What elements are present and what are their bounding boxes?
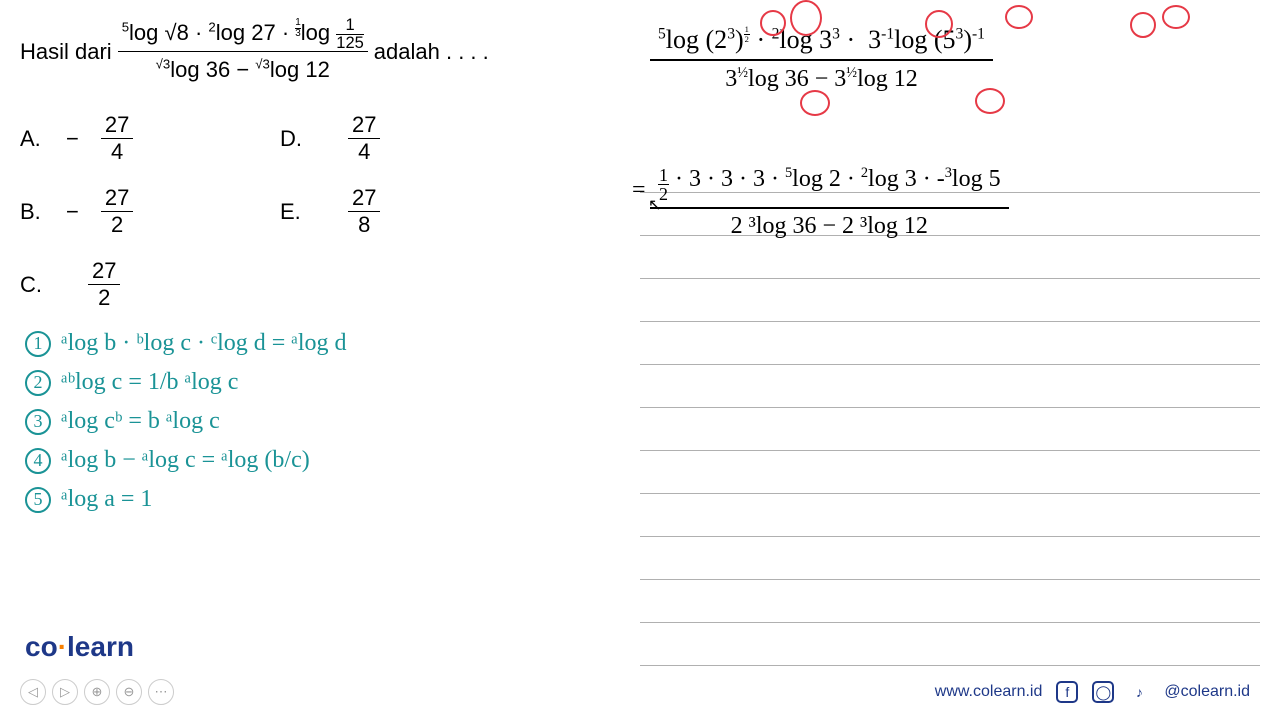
- highlight-circle: [1005, 5, 1033, 29]
- option-label: D.: [280, 126, 310, 152]
- next-button[interactable]: ▷: [52, 679, 78, 705]
- work-area: 5log (23)12 · 2log 33 · 3-1log (53)-1 3½…: [640, 10, 1260, 690]
- prev-button[interactable]: ◁: [20, 679, 46, 705]
- question-prefix: Hasil dari: [20, 34, 112, 69]
- nav-controls: ◁ ▷ ⊕ ⊖ ⋯: [20, 679, 174, 705]
- footer-handle[interactable]: @colearn.id: [1164, 683, 1250, 701]
- highlight-circle: [760, 10, 786, 36]
- footer-url[interactable]: www.colearn.id: [935, 683, 1043, 701]
- facebook-icon[interactable]: f: [1056, 681, 1078, 703]
- highlight-circle: [1162, 5, 1190, 29]
- rule-3: 3ᵃlog cᵇ = b ᵃlog c: [25, 408, 347, 435]
- option-b: B. − 272: [20, 185, 280, 238]
- highlight-circle: [925, 10, 953, 38]
- cursor-icon: ↖: [648, 195, 661, 215]
- question-suffix: adalah . . . .: [374, 34, 489, 69]
- work-step-2: ↖ = 12 · 3 · 3 · 3 · 5log 2 · 2log 3 · -…: [650, 165, 1009, 240]
- option-c: C. 272: [20, 258, 280, 311]
- footer: ◁ ▷ ⊕ ⊖ ⋯ co·learn www.colearn.id f ◯ ♪ …: [0, 679, 1280, 705]
- more-button[interactable]: ⋯: [148, 679, 174, 705]
- zoom-in-button[interactable]: ⊕: [84, 679, 110, 705]
- options-grid: A. − 274 D. 274 B. − 272 E. 278 C. 272: [20, 112, 620, 311]
- rule-2: 2ᵃᵇlog c = 1/b ᵃlog c: [25, 369, 347, 396]
- option-label: A.: [20, 126, 50, 152]
- rule-4: 4ᵃlog b − ᵃlog c = ᵃlog (b/c): [25, 447, 347, 474]
- option-d: D. 274: [280, 112, 540, 165]
- option-label: C.: [20, 272, 50, 298]
- question-fraction: 5log √8 · 2log 27 · 13log 1125 √3log 36 …: [118, 15, 368, 87]
- rules-list: 1ᵃlog b · ᵇlog c · ᶜlog d = ᵃlog d 2ᵃᵇlo…: [25, 330, 347, 525]
- instagram-icon[interactable]: ◯: [1092, 681, 1114, 703]
- tiktok-icon[interactable]: ♪: [1128, 681, 1150, 703]
- rule-1: 1ᵃlog b · ᵇlog c · ᶜlog d = ᵃlog d: [25, 330, 347, 357]
- logo: co·learn: [25, 631, 134, 663]
- question-text: Hasil dari 5log √8 · 2log 27 · 13log 112…: [20, 15, 620, 87]
- option-e: E. 278: [280, 185, 540, 238]
- footer-links: www.colearn.id f ◯ ♪ @colearn.id: [935, 681, 1250, 703]
- option-label: B.: [20, 199, 50, 225]
- zoom-out-button[interactable]: ⊖: [116, 679, 142, 705]
- option-label: E.: [280, 199, 310, 225]
- option-a: A. − 274: [20, 112, 280, 165]
- highlight-circle: [1130, 12, 1156, 38]
- highlight-circle: [800, 90, 830, 116]
- rule-5: 5ᵃlog a = 1: [25, 486, 347, 513]
- highlight-circle: [975, 88, 1005, 114]
- highlight-circle: [790, 0, 822, 36]
